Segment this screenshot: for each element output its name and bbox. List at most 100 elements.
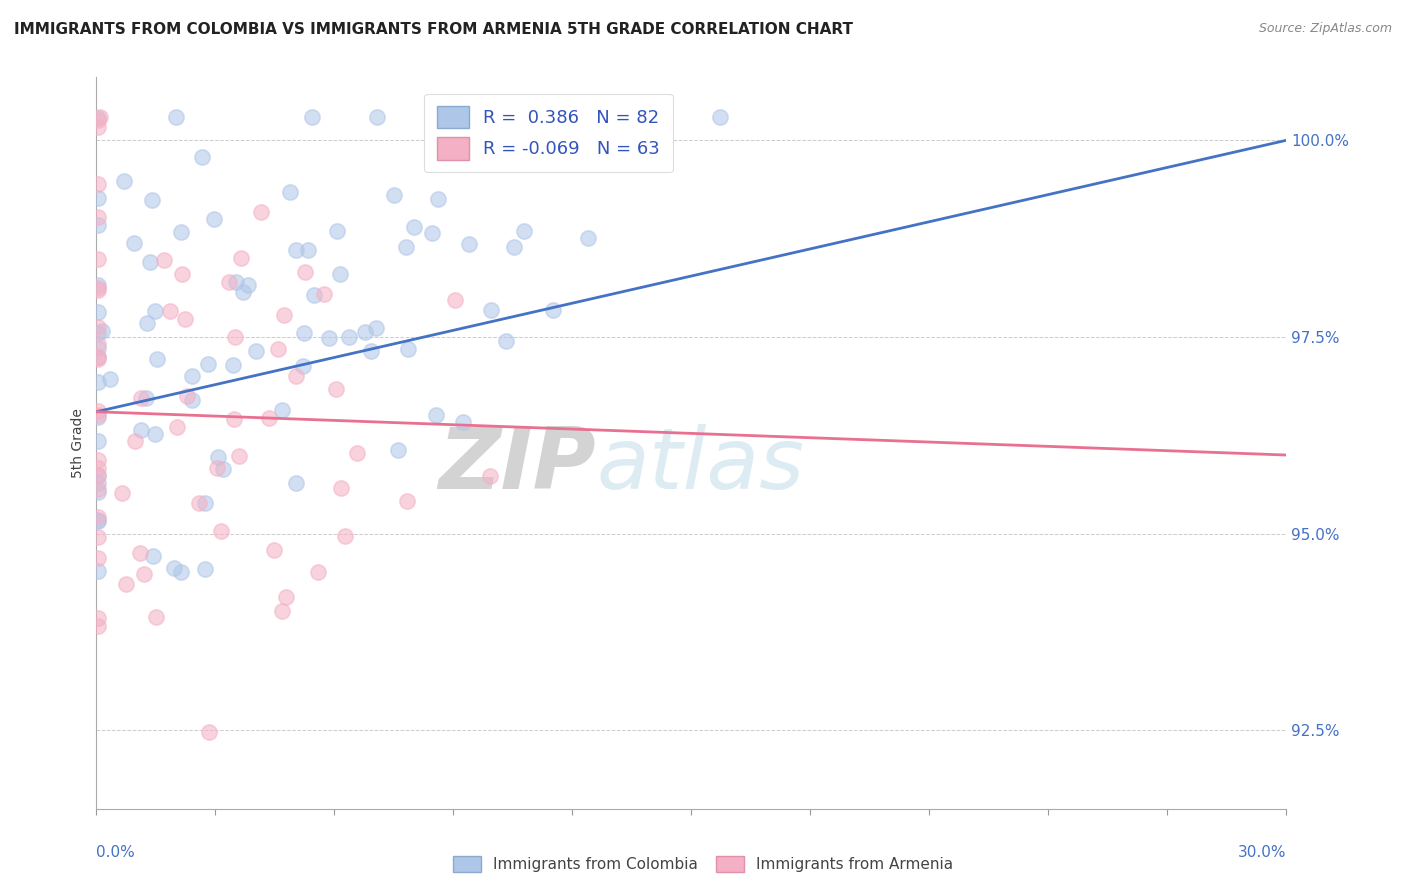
Point — [451, 415, 474, 429]
Point — [87, 551, 110, 566]
Point — [172, 267, 194, 281]
Point — [329, 268, 352, 282]
Point — [132, 567, 155, 582]
Point — [87, 351, 110, 366]
Point — [87, 565, 110, 579]
Point — [87, 219, 110, 233]
Point — [250, 205, 273, 219]
Point — [366, 110, 388, 124]
Point — [87, 375, 110, 389]
Point — [330, 481, 353, 495]
Point — [335, 528, 357, 542]
Point — [422, 226, 444, 240]
Point — [87, 434, 110, 448]
Point — [87, 252, 110, 266]
Point — [87, 410, 110, 425]
Point — [297, 244, 319, 258]
Point — [87, 178, 110, 192]
Point — [337, 330, 360, 344]
Point — [87, 191, 110, 205]
Point — [87, 482, 110, 496]
Point — [159, 303, 181, 318]
Point — [87, 514, 110, 528]
Point — [87, 319, 110, 334]
Point — [232, 285, 254, 300]
Point — [122, 236, 145, 251]
Point — [165, 110, 187, 124]
Point — [176, 389, 198, 403]
Point — [166, 420, 188, 434]
Point — [198, 724, 221, 739]
Point — [87, 337, 110, 351]
Point — [197, 357, 219, 371]
Point — [145, 610, 167, 624]
Point — [188, 496, 211, 510]
Point — [202, 211, 225, 226]
Point — [325, 382, 347, 396]
Point — [285, 243, 308, 257]
Point — [124, 434, 146, 448]
Point — [224, 412, 246, 426]
Text: 30.0%: 30.0% — [1237, 845, 1286, 860]
Point — [194, 562, 217, 576]
Point — [87, 610, 110, 624]
Point — [312, 287, 335, 301]
Point — [225, 276, 247, 290]
Legend: R =  0.386   N = 82, R = -0.069   N = 63: R = 0.386 N = 82, R = -0.069 N = 63 — [425, 94, 673, 172]
Point — [292, 326, 315, 340]
Point — [221, 358, 243, 372]
Point — [229, 252, 252, 266]
Point — [141, 193, 163, 207]
Point — [304, 288, 326, 302]
Point — [169, 225, 191, 239]
Point — [394, 240, 416, 254]
Point — [267, 342, 290, 356]
Point — [285, 476, 308, 491]
Point — [87, 305, 110, 319]
Point — [318, 331, 340, 345]
Point — [212, 461, 235, 475]
Point — [87, 530, 110, 544]
Point — [142, 549, 165, 564]
Point — [87, 460, 110, 475]
Point — [274, 591, 297, 605]
Point — [396, 342, 419, 356]
Point — [284, 368, 307, 383]
Point — [364, 320, 387, 334]
Text: 0.0%: 0.0% — [97, 845, 135, 860]
Point — [382, 188, 405, 202]
Text: IMMIGRANTS FROM COLOMBIA VS IMMIGRANTS FROM ARMENIA 5TH GRADE CORRELATION CHART: IMMIGRANTS FROM COLOMBIA VS IMMIGRANTS F… — [14, 22, 853, 37]
Point — [479, 468, 502, 483]
Point — [209, 524, 232, 538]
Point — [543, 302, 565, 317]
Point — [87, 112, 110, 127]
Point — [163, 561, 186, 575]
Point — [87, 619, 110, 633]
Point — [152, 252, 174, 267]
Point — [87, 509, 110, 524]
Point — [387, 442, 409, 457]
Point — [135, 316, 157, 330]
Point — [87, 452, 110, 467]
Point — [346, 446, 368, 460]
Point — [224, 329, 246, 343]
Point — [111, 485, 134, 500]
Text: atlas: atlas — [596, 424, 804, 507]
Point — [273, 308, 295, 322]
Point — [360, 344, 382, 359]
Point — [576, 231, 599, 245]
Point — [87, 513, 110, 527]
Point — [139, 254, 162, 268]
Point — [259, 411, 281, 425]
Point — [146, 352, 169, 367]
Point — [354, 325, 377, 339]
Point — [114, 577, 136, 591]
Point — [513, 224, 536, 238]
Point — [129, 545, 152, 559]
Point — [194, 496, 217, 510]
Point — [87, 278, 110, 293]
Point — [87, 467, 110, 482]
Point — [98, 372, 121, 386]
Point — [245, 344, 267, 359]
Point — [294, 264, 316, 278]
